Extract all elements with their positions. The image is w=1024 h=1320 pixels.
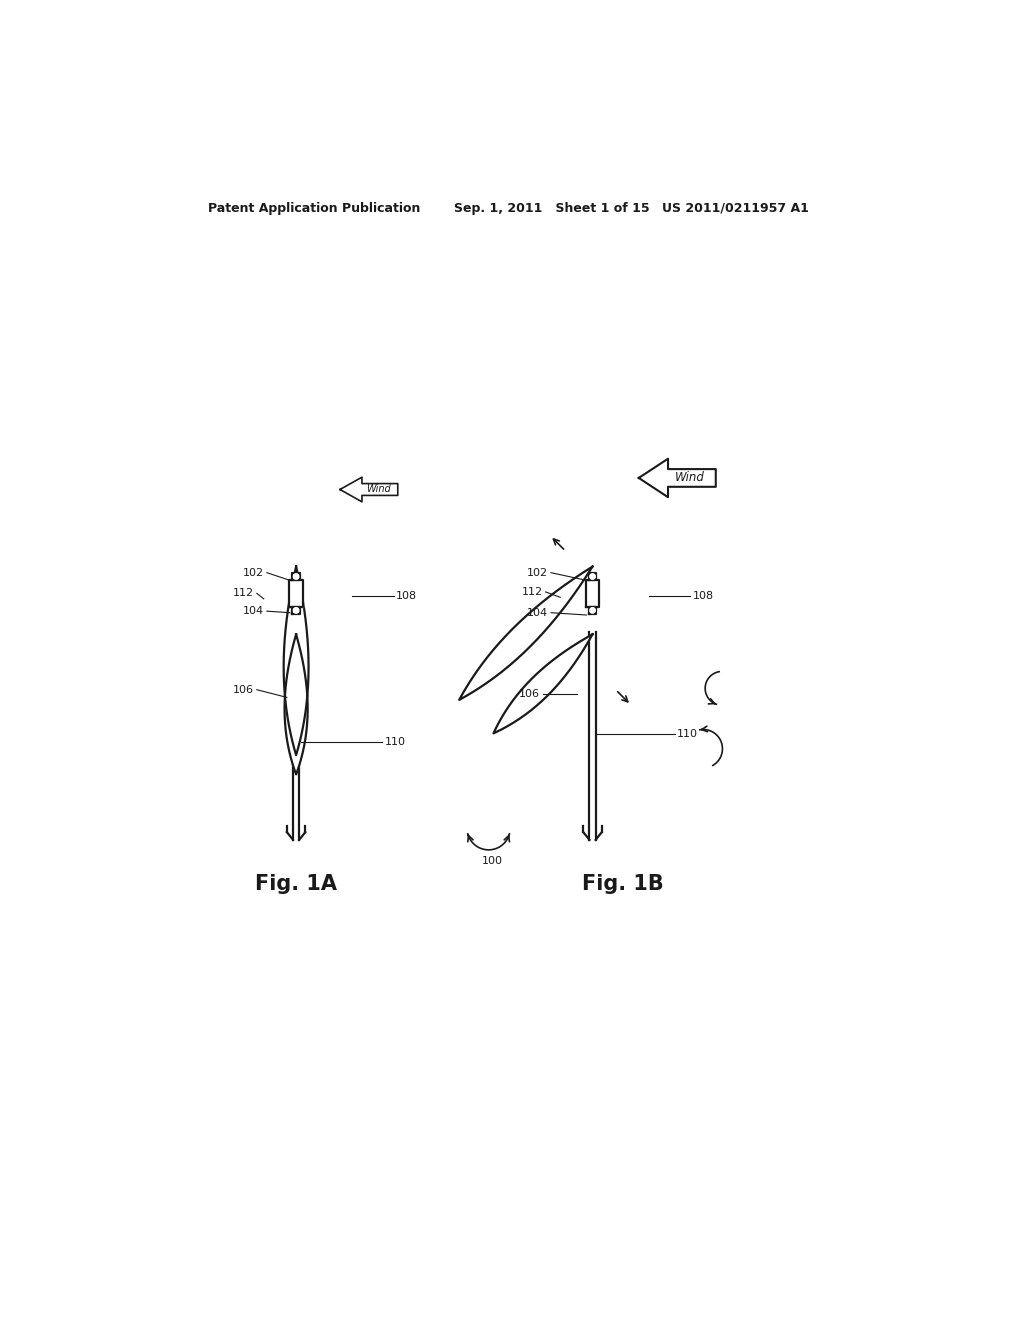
Text: 110: 110 xyxy=(385,737,406,747)
Text: Fig. 1B: Fig. 1B xyxy=(583,874,665,894)
Text: 102: 102 xyxy=(243,568,264,578)
Polygon shape xyxy=(586,579,599,607)
Text: 112: 112 xyxy=(232,589,254,598)
Text: Wind: Wind xyxy=(366,484,390,495)
Text: 108: 108 xyxy=(692,591,714,601)
Text: 106: 106 xyxy=(232,685,254,694)
Text: US 2011/0211957 A1: US 2011/0211957 A1 xyxy=(662,202,809,215)
Ellipse shape xyxy=(319,553,393,634)
Ellipse shape xyxy=(616,553,689,634)
Polygon shape xyxy=(494,635,593,734)
Ellipse shape xyxy=(230,557,283,630)
Polygon shape xyxy=(285,635,307,775)
Ellipse shape xyxy=(526,557,579,630)
Text: 104: 104 xyxy=(243,606,264,616)
Text: Fig. 1A: Fig. 1A xyxy=(255,874,337,894)
Circle shape xyxy=(590,609,595,612)
Polygon shape xyxy=(289,579,303,607)
Polygon shape xyxy=(639,459,716,498)
Text: 110: 110 xyxy=(677,730,698,739)
Polygon shape xyxy=(589,607,596,614)
Polygon shape xyxy=(459,566,593,700)
Text: 106: 106 xyxy=(519,689,541,698)
Text: Wind: Wind xyxy=(675,471,705,484)
Text: Sep. 1, 2011   Sheet 1 of 15: Sep. 1, 2011 Sheet 1 of 15 xyxy=(454,202,649,215)
Text: 112: 112 xyxy=(521,587,543,597)
Polygon shape xyxy=(292,607,300,614)
Circle shape xyxy=(294,609,298,612)
Text: 104: 104 xyxy=(526,607,548,618)
Text: Patent Application Publication: Patent Application Publication xyxy=(208,202,420,215)
Polygon shape xyxy=(589,573,596,581)
Polygon shape xyxy=(340,478,397,502)
Text: 102: 102 xyxy=(526,568,548,578)
Text: 108: 108 xyxy=(396,591,418,601)
Polygon shape xyxy=(284,566,308,755)
Circle shape xyxy=(294,574,298,578)
Text: 100: 100 xyxy=(482,857,503,866)
Polygon shape xyxy=(292,573,300,581)
Circle shape xyxy=(590,574,595,578)
